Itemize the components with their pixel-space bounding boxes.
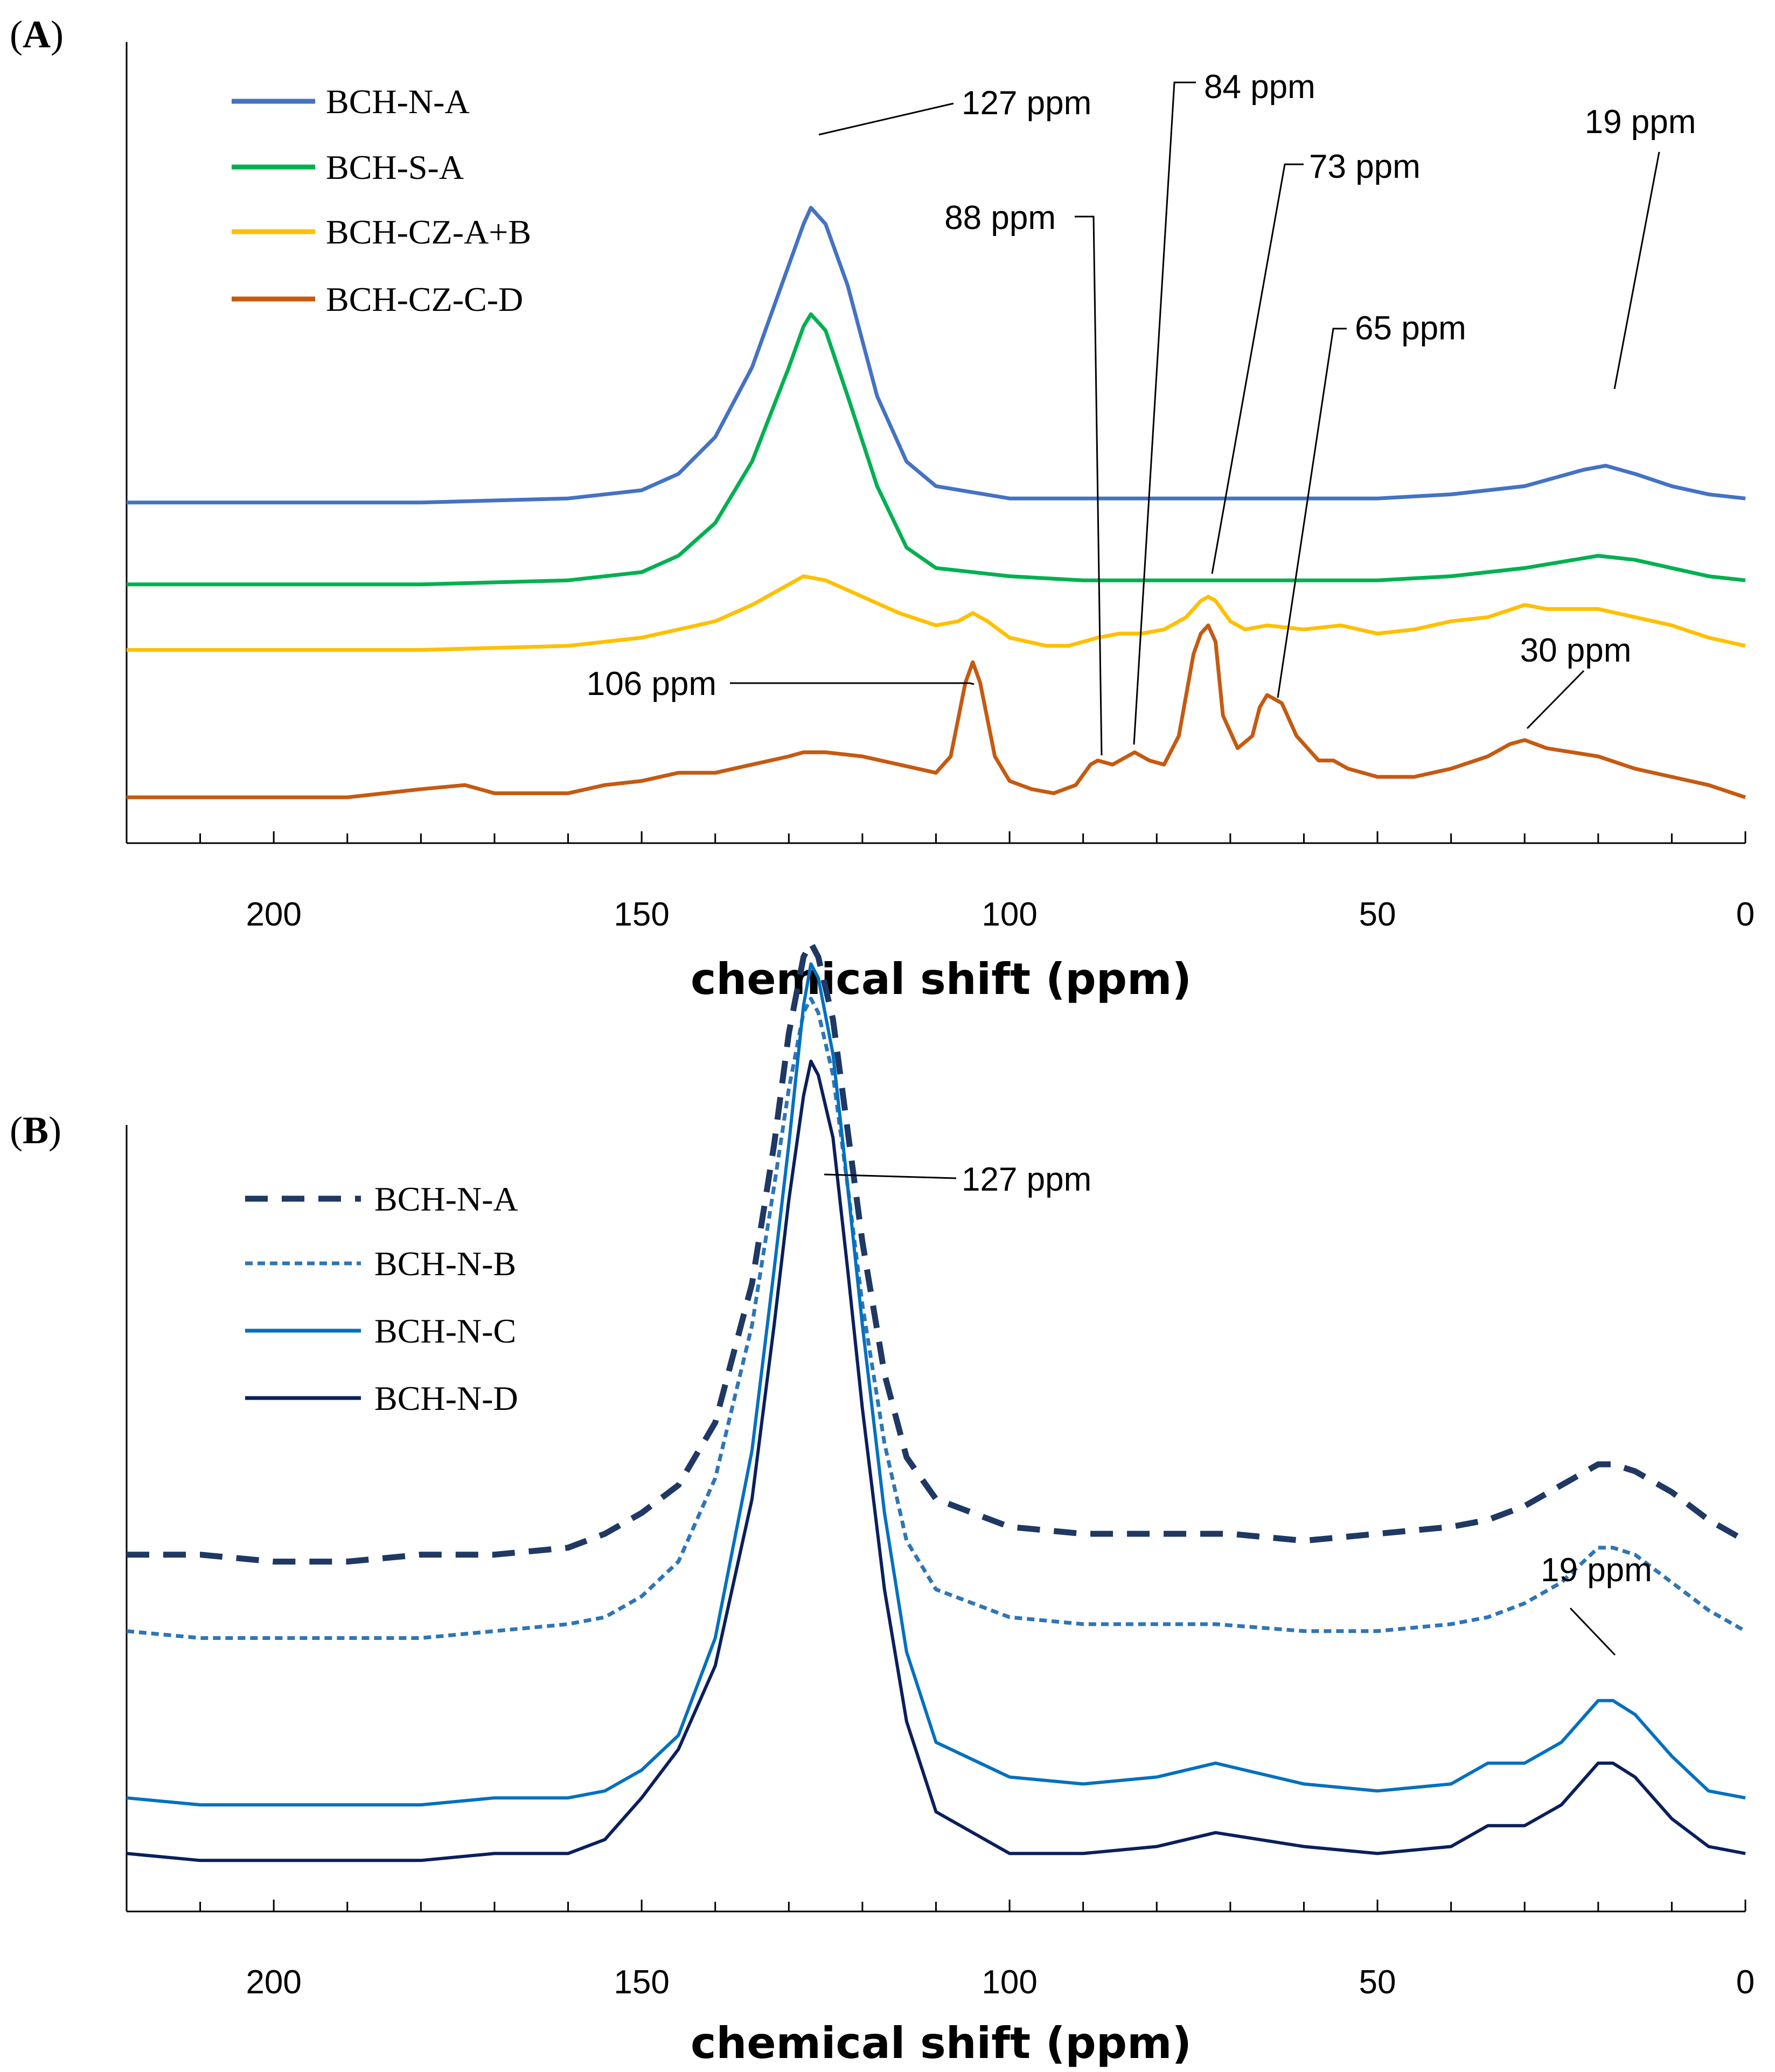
legend-label-bch-cz-c-d: BCH-CZ-C-D (326, 280, 523, 318)
annotation-127-ppm: 127 ppm (962, 85, 1091, 122)
x-tick-label-0: 0 (1736, 1964, 1755, 2001)
annotation-leader-88 (1075, 215, 1103, 756)
annotation-leader-127-b (824, 1173, 957, 1179)
series-line-bch-cz-c-d (127, 623, 1746, 799)
series-line-bch-n-d (126, 1059, 1746, 1862)
panel-b-series (126, 940, 1747, 1862)
legend-label-bch-s-a: BCH-S-A (326, 148, 464, 186)
panel-b-legend: BCH-N-A BCH-N-B BCH-N-C BCH-N-D (245, 1180, 518, 1417)
panel-b-label: (B) (10, 1109, 61, 1152)
panel-a-annotations: 127 ppm 84 ppm 73 ppm 88 ppm 65 ppm 19 p… (587, 68, 1696, 756)
panel-a-x-axis-title: chemical shift (ppm) (691, 954, 1192, 1004)
annotation-19-ppm-b: 19 ppm (1541, 1552, 1652, 1589)
x-tick-label-100: 100 (982, 1964, 1037, 2001)
series-line-bch-cz-a-b (127, 574, 1746, 652)
legend-label-bch-n-d: BCH-N-D (374, 1379, 518, 1417)
panel-a: (A) 200 150 100 50 0 chemical shift (ppm) BC… (10, 13, 1755, 1004)
annotation-65-ppm: 65 ppm (1355, 310, 1466, 347)
panel-b-x-axis-title: chemical shift (ppm) (691, 2018, 1192, 2068)
panel-a-legend: BCH-N-A BCH-S-A BCH-CZ-A+B BCH-CZ-C-D (232, 82, 531, 318)
x-tick-label-50: 50 (1359, 896, 1396, 933)
series-line-bch-s-a (127, 312, 1746, 587)
x-tick-label-150: 150 (614, 1964, 669, 2001)
panel-a-tick-labels: 200 150 100 50 0 (246, 896, 1755, 933)
annotation-127-ppm-b: 127 ppm (962, 1161, 1091, 1198)
panel-b: (B) 200 150 100 50 0 chemical shift (ppm) BC… (10, 940, 1755, 2068)
annotation-106-ppm: 106 ppm (587, 665, 716, 703)
legend-label-bch-n-c: BCH-N-C (374, 1312, 516, 1350)
annotation-73-ppm: 73 ppm (1309, 148, 1421, 185)
annotation-leader-106 (730, 682, 974, 685)
x-tick-label-0: 0 (1736, 896, 1755, 933)
panel-a-x-ticks (126, 831, 1746, 843)
annotation-88-ppm: 88 ppm (944, 199, 1056, 237)
series-line-bch-n-b (126, 997, 1746, 1640)
panel-a-series (127, 206, 1746, 799)
legend-label-bch-n-b: BCH-N-B (374, 1244, 516, 1283)
x-tick-label-200: 200 (246, 896, 301, 933)
series-line-bch-n-a (127, 940, 1747, 1565)
x-tick-label-100: 100 (982, 896, 1037, 933)
annotation-leader-19 (1613, 151, 1660, 390)
annotation-leader-65 (1277, 328, 1347, 698)
panel-b-x-ticks (126, 1900, 1746, 1911)
legend-label-bch-n-a: BCH-N-A (326, 82, 470, 121)
annotation-leader-127 (818, 102, 954, 136)
x-tick-label-50: 50 (1359, 1964, 1396, 2001)
panel-a-label: (A) (10, 13, 64, 56)
annotation-leader-19-b (1569, 1607, 1616, 1656)
panel-b-tick-labels: 200 150 100 50 0 (246, 1964, 1755, 2001)
annotation-19-ppm: 19 ppm (1585, 103, 1696, 141)
legend-label-bch-n-a-b: BCH-N-A (374, 1180, 518, 1218)
series-line-bch-n-a (127, 206, 1746, 505)
annotation-leader-84 (1133, 81, 1196, 745)
annotation-84-ppm: 84 ppm (1204, 68, 1315, 106)
series-line-bch-n-c (126, 962, 1746, 1807)
x-tick-label-150: 150 (614, 896, 669, 933)
legend-label-bch-cz-a-b: BCH-CZ-A+B (326, 213, 531, 251)
x-tick-label-200: 200 (246, 1964, 301, 2001)
annotation-leader-73 (1211, 163, 1304, 574)
panel-b-annotations: 127 ppm 19 ppm (824, 1161, 1652, 1656)
annotation-leader-30 (1526, 670, 1585, 729)
annotation-30-ppm: 30 ppm (1520, 632, 1632, 669)
